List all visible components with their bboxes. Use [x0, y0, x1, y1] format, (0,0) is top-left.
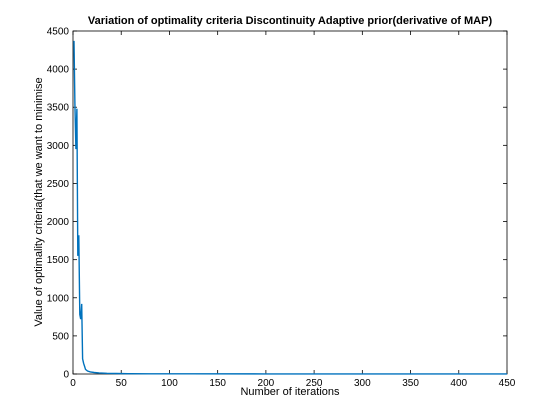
y-tick-label: 0 [63, 370, 69, 381]
x-tick-label: 200 [258, 378, 275, 389]
x-axis-label: Number of iterations [240, 386, 340, 398]
x-axis: 0 50 100 150 200 250 300 350 400 450 [70, 31, 516, 389]
y-tick-label: 3000 [47, 141, 70, 152]
x-tick-label: 0 [70, 378, 76, 389]
y-tick-label: 2000 [47, 217, 70, 228]
y-tick-label: 4000 [47, 65, 70, 76]
y-axis: 0 500 1000 1500 2000 2500 3000 3500 4000 4500 [47, 27, 507, 381]
series-line [73, 40, 507, 375]
x-tick-label: 50 [116, 378, 128, 389]
y-tick-label: 4500 [47, 27, 70, 38]
x-tick-label: 100 [161, 378, 178, 389]
plot-area [72, 30, 508, 375]
y-tick-label: 3500 [47, 103, 70, 114]
y-tick-label: 1500 [47, 255, 70, 266]
chart-title: Variation of optimality criteria Discont… [88, 15, 493, 27]
x-tick-label: 300 [354, 378, 371, 389]
y-tick-label: 1000 [47, 293, 70, 304]
x-tick-label: 400 [450, 378, 467, 389]
x-tick-label: 350 [402, 378, 419, 389]
y-tick-label: 500 [52, 331, 69, 342]
x-tick-label: 250 [306, 378, 323, 389]
y-axis-label: Value of optimality criteria(that we wan… [33, 77, 45, 326]
x-tick-label: 450 [499, 378, 516, 389]
x-tick-label: 150 [209, 378, 226, 389]
y-tick-label: 2500 [47, 179, 70, 190]
